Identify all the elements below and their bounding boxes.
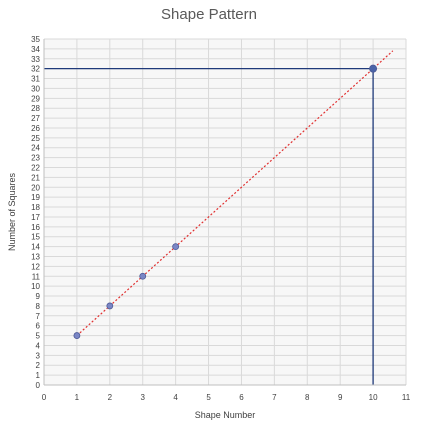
y-tick-label: 25	[31, 134, 40, 143]
data-points	[73, 64, 378, 339]
axes	[43, 39, 406, 386]
y-tick-label: 0	[36, 381, 41, 390]
y-tick-label: 33	[31, 55, 40, 64]
y-tick-label: 5	[36, 332, 41, 341]
x-tick-label: 11	[402, 393, 411, 402]
y-tick-label: 17	[31, 213, 40, 222]
y-tick-label: 18	[31, 203, 40, 212]
data-point	[172, 243, 180, 251]
trendline-group	[76, 50, 394, 337]
y-tick-label: 26	[31, 124, 40, 133]
data-point	[106, 302, 114, 310]
trendline	[76, 50, 394, 337]
y-tick-label: 24	[31, 144, 40, 153]
x-tick-label: 5	[206, 393, 211, 402]
y-tick-label: 35	[31, 35, 40, 44]
y-tick-label: 31	[31, 75, 40, 84]
y-tick-labels: 0123456789101112131415161718192021222324…	[31, 35, 40, 390]
x-tick-label: 2	[108, 393, 113, 402]
y-tick-label: 15	[31, 233, 40, 242]
y-tick-label: 7	[36, 312, 41, 321]
y-tick-label: 3	[36, 351, 41, 360]
y-tick-label: 21	[31, 173, 40, 182]
x-tick-label: 6	[239, 393, 244, 402]
y-tick-label: 29	[31, 94, 40, 103]
x-tick-label: 0	[42, 393, 47, 402]
y-tick-label: 2	[36, 361, 41, 370]
data-point	[139, 272, 147, 280]
x-axis-title: Shape Number	[195, 410, 256, 420]
y-tick-label: 22	[31, 164, 40, 173]
x-tick-label: 9	[338, 393, 343, 402]
y-tick-label: 16	[31, 223, 40, 232]
y-tick-label: 32	[31, 65, 40, 74]
y-tick-label: 14	[31, 243, 40, 252]
y-tick-label: 30	[31, 84, 40, 93]
y-tick-label: 13	[31, 252, 40, 261]
plot-area	[44, 39, 406, 385]
y-tick-label: 4	[36, 341, 41, 350]
y-tick-label: 8	[36, 302, 41, 311]
x-tick-label: 3	[141, 393, 146, 402]
chart-title: Shape Pattern	[161, 6, 257, 23]
y-tick-label: 12	[31, 262, 40, 271]
x-tick-label: 10	[369, 393, 378, 402]
y-tick-label: 10	[31, 282, 40, 291]
x-tick-label: 7	[272, 393, 277, 402]
y-tick-label: 27	[31, 114, 40, 123]
y-tick-label: 1	[36, 371, 41, 380]
y-tick-label: 28	[31, 104, 40, 113]
data-point	[369, 64, 378, 73]
y-tick-label: 11	[32, 272, 41, 281]
y-tick-label: 6	[36, 322, 41, 331]
y-tick-label: 19	[31, 193, 40, 202]
y-tick-label: 34	[31, 45, 40, 54]
y-tick-label: 20	[31, 183, 40, 192]
guide-lines	[44, 68, 374, 385]
y-tick-label: 23	[31, 154, 40, 163]
x-tick-label: 8	[305, 393, 310, 402]
data-point	[73, 332, 81, 339]
x-tick-label: 4	[173, 393, 178, 402]
y-axis-title: Number of Squares	[7, 172, 17, 251]
y-tick-label: 9	[36, 292, 41, 301]
x-tick-label: 1	[75, 393, 80, 402]
x-tick-labels: 0 1 2 3 4 5 6 7 8 9 10 11	[42, 393, 411, 402]
